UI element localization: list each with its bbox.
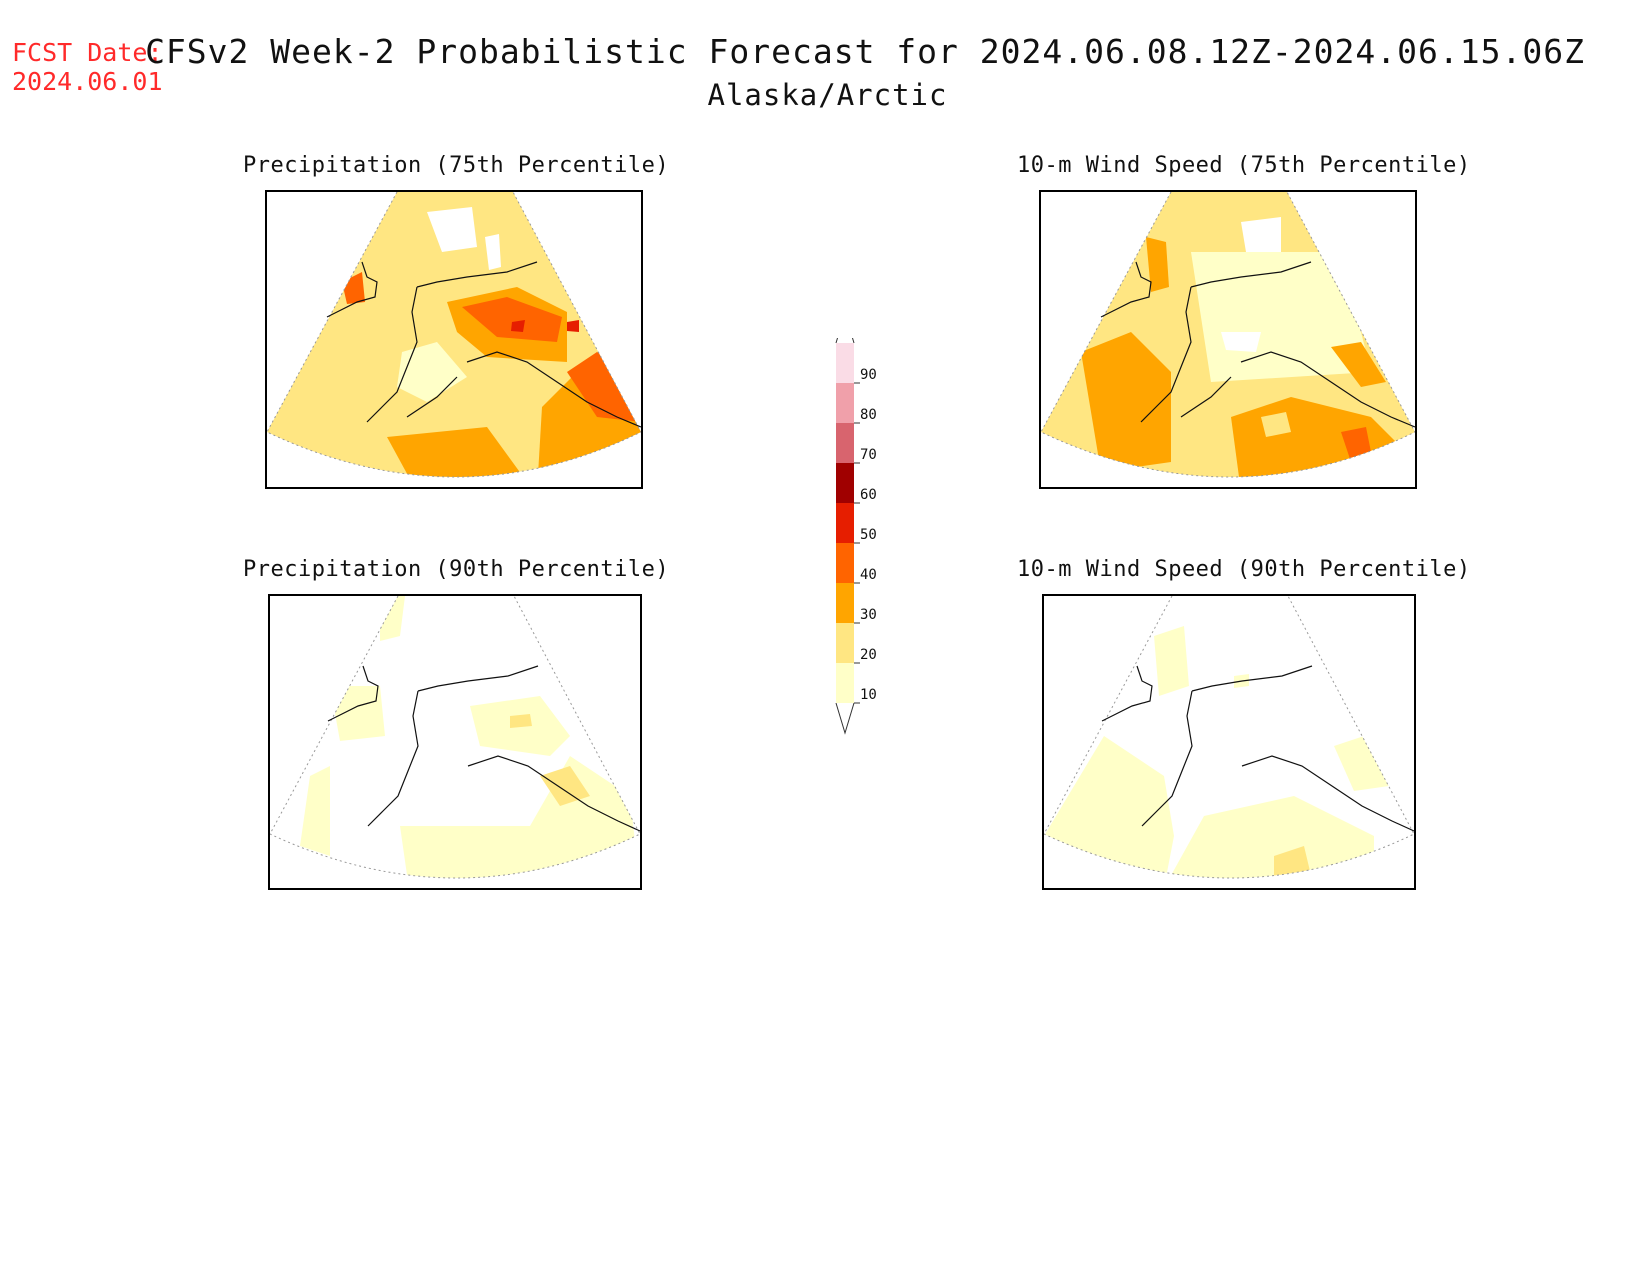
fcst-date-value: 2024.06.01 — [12, 67, 163, 96]
colorbar-top-cap — [835, 311, 855, 344]
panel-title-wind75: 10-m Wind Speed (75th Percentile) — [1017, 153, 1471, 178]
map-panel-precip90 — [268, 594, 642, 890]
colorbar-swatch — [836, 663, 854, 703]
colorbar-swatch — [836, 343, 854, 383]
colorbar-swatch — [836, 423, 854, 463]
colorbar-swatch — [836, 503, 854, 543]
colorbar-tick-label: 40 — [860, 567, 877, 583]
probability-colorbar: 10 20 30 40 50 60 70 80 90 — [826, 311, 906, 738]
map-panel-wind90 — [1042, 594, 1416, 890]
region-subtitle: Alaska/Arctic — [707, 78, 948, 112]
panel-title-precip75: Precipitation (75th Percentile) — [243, 153, 670, 178]
fcst-label-text: FCST Date: — [12, 38, 163, 67]
forecast-date-label: FCST Date: 2024.06.01 — [12, 38, 163, 96]
colorbar-swatch — [836, 623, 854, 663]
colorbar-swatch — [836, 463, 854, 503]
main-title: CFSv2 Week-2 Probabilistic Forecast for … — [145, 32, 1585, 71]
map-panel-wind75 — [1039, 190, 1417, 489]
colorbar-tick-label: 50 — [860, 527, 877, 543]
colorbar-tick-label: 20 — [860, 647, 877, 663]
colorbar-tick-label: 30 — [860, 607, 877, 623]
map-panel-precip75 — [265, 190, 643, 489]
colorbar-tick-label: 90 — [860, 367, 877, 383]
colorbar-swatch — [836, 543, 854, 583]
colorbar-tick-label: 10 — [860, 687, 877, 703]
colorbar-swatch — [836, 583, 854, 623]
colorbar-tick-label: 80 — [860, 407, 877, 423]
panel-title-precip90: Precipitation (90th Percentile) — [243, 557, 670, 582]
colorbar-tick-label: 70 — [860, 447, 877, 463]
panel-title-wind90: 10-m Wind Speed (90th Percentile) — [1017, 557, 1471, 582]
colorbar-bottom-cap — [835, 702, 855, 735]
colorbar-swatch — [836, 383, 854, 423]
colorbar-tick-label: 60 — [860, 487, 877, 503]
